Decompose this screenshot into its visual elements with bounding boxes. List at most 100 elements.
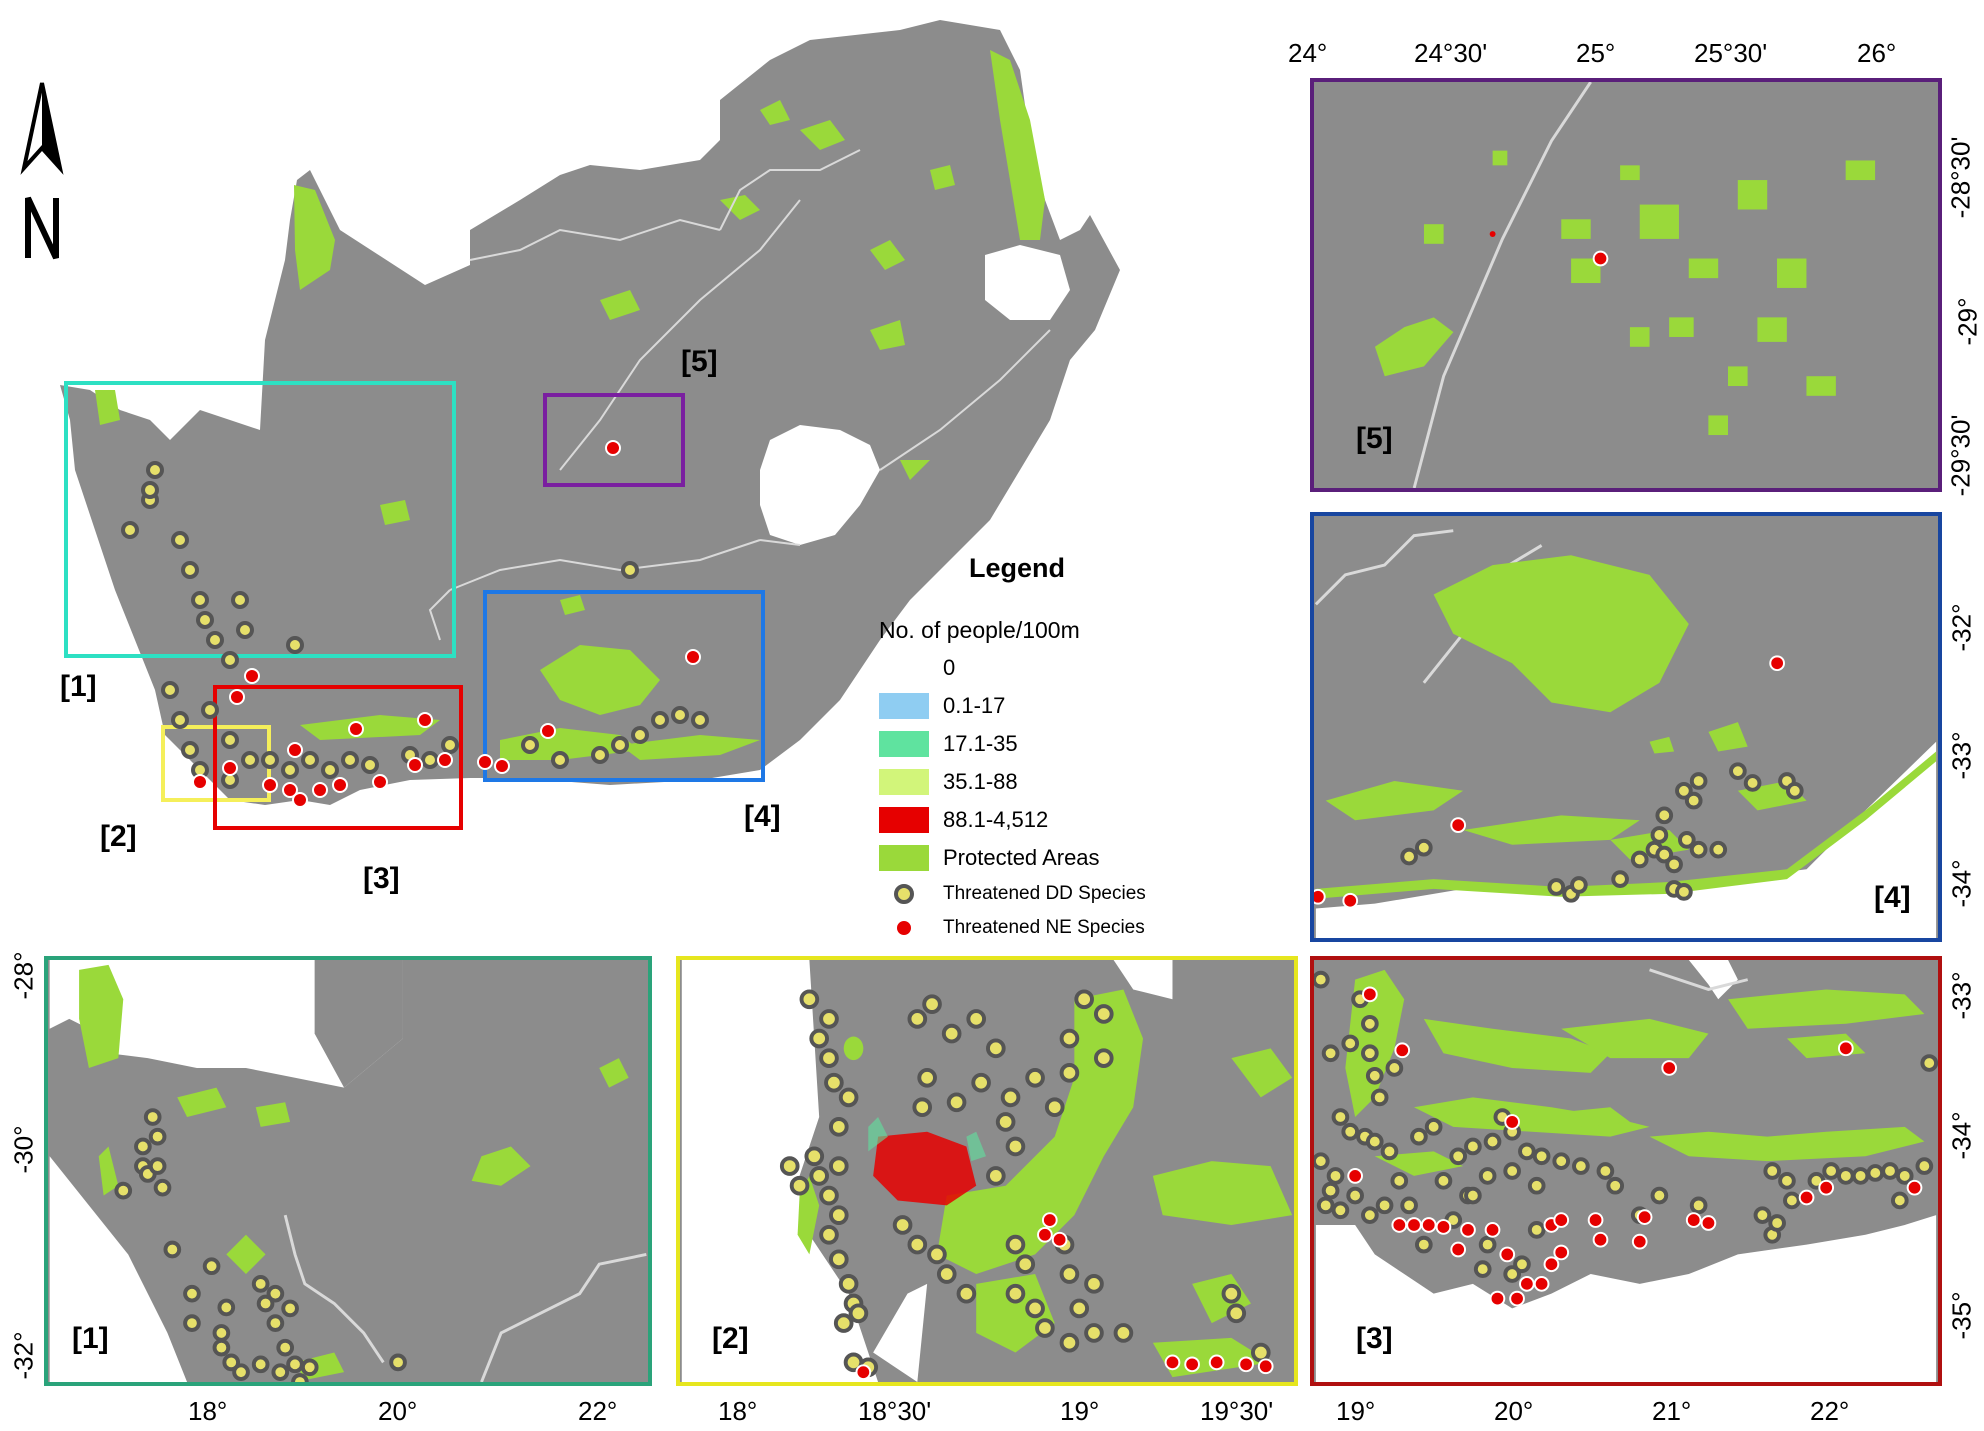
- p2-xtick-0: 18°: [718, 1396, 758, 1426]
- p2-xtick-2: 19°: [1060, 1396, 1100, 1426]
- namibia-strip: [260, 180, 297, 430]
- legend-row-1: 0.1-17: [879, 692, 1005, 720]
- legend-row-2: 17.1-35: [879, 730, 1018, 758]
- province-borders: [428, 149, 1051, 641]
- main-label-2: [2]: [100, 820, 137, 853]
- panel-3-map: [3]: [1310, 956, 1942, 1386]
- p5-xtick-0: 24°: [1288, 38, 1328, 68]
- p3-xtick-3: 22°: [1810, 1396, 1850, 1426]
- panel-2-ne-points: [855, 1212, 1274, 1381]
- p3-xtick-0: 19°: [1336, 1396, 1376, 1426]
- legend-swatch-1: [879, 693, 929, 719]
- legend-row-dd: Threatened DD Species: [879, 880, 1146, 908]
- legend-label-3: 35.1-88: [943, 769, 1018, 794]
- panel-5-svg: [1374, 82, 1876, 488]
- legend-row-0: 0: [879, 654, 955, 682]
- panel-4-svg: [1314, 529, 1937, 938]
- inset-box-1[interactable]: [64, 381, 456, 658]
- panel-1-dd-points: [114, 1108, 407, 1382]
- legend-label-5: Protected Areas: [943, 845, 1100, 870]
- legend-row-4: 88.1-4,512: [879, 806, 1048, 834]
- dd-point-icon: [879, 880, 929, 908]
- p5-xtick-4: 26°: [1857, 38, 1897, 68]
- p5-xtick-1: 24°30': [1414, 38, 1488, 68]
- panel-3-protected: [1345, 969, 1925, 1176]
- ne-point-icon: [879, 914, 929, 942]
- panel-4-ne-points: [1314, 655, 1785, 909]
- ne-species-points-main: [192, 440, 701, 808]
- legend-label-ne: Threatened NE Species: [943, 917, 1145, 938]
- p1-xtick-2: 22°: [578, 1396, 618, 1426]
- main-label-3: [3]: [363, 862, 400, 895]
- p5-xtick-3: 25°30': [1694, 38, 1768, 68]
- legend-row-ne: Threatened NE Species: [879, 914, 1145, 942]
- inset-box-5[interactable]: [543, 393, 685, 487]
- panel-1-svg: [49, 960, 647, 1382]
- protected-areas: [95, 50, 1045, 760]
- panel-2-urban: [873, 1131, 977, 1206]
- legend-swatch-4: [879, 807, 929, 833]
- legend-label-1: 0.1-17: [943, 693, 1006, 718]
- legend-label-2: 17.1-35: [943, 731, 1018, 756]
- legend-swatch-3: [879, 769, 929, 795]
- legend-label-dd: Threatened DD Species: [943, 883, 1146, 904]
- p5-ytick-0: -28°30': [1945, 136, 1976, 219]
- p1-xtick-1: 20°: [378, 1396, 418, 1426]
- panel-3-svg: [1314, 960, 1938, 1382]
- main-label-1: [1]: [60, 670, 97, 703]
- panel-2-svg: [681, 960, 1293, 1382]
- panel-4-label: [4]: [1874, 881, 1911, 914]
- panel-5-label: [5]: [1356, 422, 1393, 455]
- eswatini-enclave: [985, 245, 1070, 320]
- panel-3-label: [3]: [1356, 1322, 1393, 1355]
- p5-ytick-1: -29°: [1952, 297, 1983, 346]
- p1-ytick-2: -32°: [8, 1331, 39, 1380]
- p2-xtick-3: 19°30': [1200, 1396, 1274, 1426]
- p3-xtick-1: 20°: [1494, 1396, 1534, 1426]
- lesotho-enclave: [760, 425, 880, 545]
- panel-4-dd-points: [1400, 762, 1804, 903]
- legend-label-4: 88.1-4,512: [943, 807, 1049, 832]
- p2-xtick-1: 18°30': [858, 1396, 932, 1426]
- p1-ytick-0: -28°: [8, 951, 39, 1000]
- legend-swatch-5: [879, 845, 929, 871]
- legend-swatch-2: [879, 731, 929, 757]
- p4-ytick-2: -34°: [1946, 859, 1977, 908]
- panel-2-dd-points: [779, 989, 1271, 1378]
- p4-ytick-0: -32°: [1946, 603, 1977, 652]
- p5-xtick-2: 25°: [1576, 38, 1616, 68]
- panel-2-map: [2]: [676, 956, 1298, 1386]
- p3-xtick-2: 21°: [1652, 1396, 1692, 1426]
- p1-ytick-1: -30°: [8, 1125, 39, 1174]
- panel-2-label: [2]: [712, 1322, 749, 1355]
- p3-ytick-0: -33°: [1946, 971, 1977, 1020]
- panel-3-ne-points: [1347, 986, 1923, 1307]
- panel-1-label: [1]: [72, 1322, 109, 1355]
- p3-ytick-2: -35°: [1946, 1291, 1977, 1340]
- legend-label-0: 0: [943, 655, 956, 680]
- p1-xtick-0: 18°: [188, 1396, 228, 1426]
- inset-box-4[interactable]: [483, 590, 765, 782]
- legend-subtitle: No. of people/100m: [879, 617, 1080, 643]
- main-label-4: [4]: [744, 800, 781, 833]
- p5-ytick-2: -29°30': [1945, 414, 1976, 497]
- main-map: [1] [2] [3] [4] [5]: [0, 0, 1200, 900]
- urban-spot: [1489, 231, 1496, 237]
- panel-2-urban-medium: [868, 1117, 987, 1162]
- legend-swatch-0: [879, 655, 929, 681]
- p3-ytick-1: -34°: [1946, 1111, 1977, 1160]
- legend-row-5: Protected Areas: [879, 844, 1100, 872]
- north-arrow-icon: [20, 82, 64, 260]
- panel-4-map: [4]: [1310, 512, 1942, 942]
- main-label-5: [5]: [681, 345, 718, 378]
- panel-5-map: [5]: [1310, 78, 1942, 492]
- province-border-line: [1412, 82, 1592, 488]
- panel-5-protected: [1374, 150, 1876, 436]
- legend-row-3: 35.1-88: [879, 768, 1018, 796]
- p4-ytick-1: -33°: [1946, 731, 1977, 780]
- legend-title: Legend: [969, 553, 1066, 583]
- panel-1-map: [1]: [44, 956, 652, 1386]
- south-africa-map: [60, 20, 1120, 830]
- inset-box-3[interactable]: [213, 685, 463, 830]
- ne-species-point: [1592, 250, 1609, 267]
